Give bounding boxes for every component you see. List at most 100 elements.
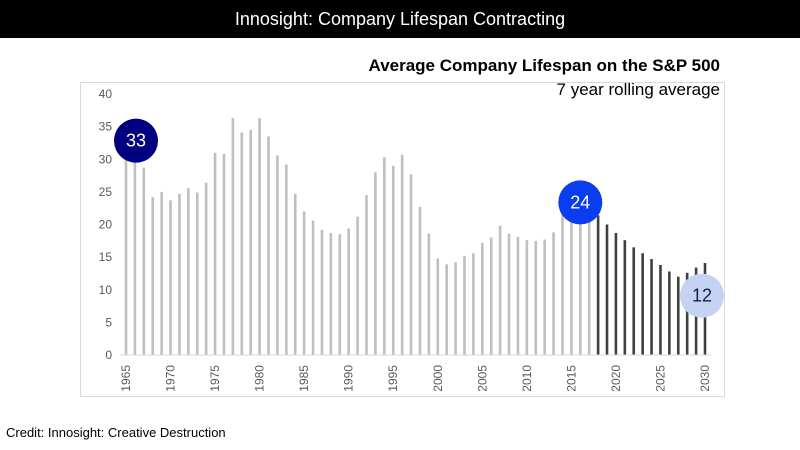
historical-bar xyxy=(142,167,146,355)
historical-bar xyxy=(293,193,297,355)
historical-bar xyxy=(391,165,395,355)
chart-subtitle: 7 year rolling average xyxy=(556,80,720,99)
historical-bar xyxy=(570,197,573,355)
historical-bar xyxy=(213,152,217,355)
historical-bar xyxy=(160,191,163,355)
forecast-bar xyxy=(676,276,680,355)
callout-bubble xyxy=(558,180,603,225)
x-tick-label: 2010 xyxy=(520,365,534,392)
historical-bar xyxy=(329,232,333,355)
historical-bar xyxy=(454,262,457,355)
historical-bar xyxy=(587,206,591,355)
y-tick-label: 5 xyxy=(105,315,112,329)
historical-bar xyxy=(383,157,386,355)
forecast-bar xyxy=(668,271,671,355)
callout-label: 24 xyxy=(570,192,590,212)
y-tick-label: 0 xyxy=(105,348,112,362)
historical-bar xyxy=(169,200,172,355)
y-tick-label: 10 xyxy=(99,283,113,297)
historical-bar xyxy=(489,237,493,355)
historical-bar xyxy=(276,155,279,355)
historical-bar xyxy=(498,225,502,355)
chart-frame xyxy=(80,82,725,397)
x-tick-label: 2000 xyxy=(431,365,445,392)
header-bar: Innosight: Company Lifespan Contracting xyxy=(0,0,800,38)
x-tick-label: 2020 xyxy=(609,365,623,392)
historical-bar xyxy=(507,233,511,355)
historical-bar xyxy=(534,240,538,355)
historical-bar xyxy=(258,118,261,355)
x-tick-label: 2025 xyxy=(653,365,667,392)
y-tick-label: 25 xyxy=(99,185,113,199)
historical-bar xyxy=(302,211,306,355)
x-tick-label: 1980 xyxy=(253,365,267,392)
forecast-bar xyxy=(641,253,644,355)
historical-bar xyxy=(267,136,270,355)
historical-bar xyxy=(320,229,324,355)
historical-bar xyxy=(285,164,288,355)
forecast-bar xyxy=(650,259,653,355)
forecast-bar xyxy=(623,240,627,355)
forecast-bar xyxy=(614,232,618,355)
historical-bar xyxy=(204,182,208,355)
credit-text: Credit: Innosight: Creative Destruction xyxy=(6,425,226,440)
x-tick-label: 1985 xyxy=(297,365,311,392)
x-tick-label: 2015 xyxy=(564,365,578,392)
historical-bar xyxy=(427,233,431,355)
historical-bar xyxy=(472,253,475,355)
historical-bar xyxy=(195,192,199,355)
historical-bar xyxy=(347,228,350,355)
historical-bar xyxy=(561,212,564,355)
historical-bar xyxy=(338,234,342,355)
y-tick-label: 30 xyxy=(99,152,113,166)
historical-bar xyxy=(374,172,377,355)
historical-bar xyxy=(311,220,315,355)
historical-bar xyxy=(481,242,484,355)
x-tick-label: 1995 xyxy=(386,365,400,392)
historical-bar xyxy=(463,255,466,355)
historical-bar xyxy=(525,240,529,355)
y-tick-label: 20 xyxy=(99,218,113,232)
header-title: Innosight: Company Lifespan Contracting xyxy=(234,8,566,29)
historical-bar xyxy=(365,195,368,355)
chart-title: Average Company Lifespan on the S&P 500 xyxy=(368,56,720,75)
callout-bubble xyxy=(680,273,724,318)
historical-bar xyxy=(222,154,226,355)
x-tick-label: 1970 xyxy=(164,365,178,392)
historical-bar xyxy=(552,232,555,355)
historical-bar xyxy=(231,118,235,355)
historical-bar xyxy=(187,187,190,355)
historical-bar xyxy=(124,139,128,355)
historical-bar xyxy=(249,129,253,355)
historical-bar xyxy=(151,197,155,355)
callout-label: 12 xyxy=(692,286,712,306)
forecast-bar xyxy=(605,224,609,355)
x-tick-label: 2005 xyxy=(475,365,489,392)
historical-bar xyxy=(356,216,359,355)
y-tick-label: 35 xyxy=(99,120,113,134)
historical-bar xyxy=(400,154,404,355)
historical-bar xyxy=(240,132,244,355)
historical-bar xyxy=(133,159,137,355)
forecast-bar xyxy=(596,215,600,355)
y-tick-label: 15 xyxy=(99,250,113,264)
x-tick-label: 2030 xyxy=(698,365,712,392)
forecast-bar xyxy=(685,272,689,355)
forecast-bar xyxy=(632,247,636,355)
historical-bar xyxy=(543,239,546,355)
x-tick-label: 1975 xyxy=(208,365,222,392)
callout-bubble xyxy=(114,118,158,163)
x-tick-label: 1965 xyxy=(119,365,133,392)
x-tick-label: 1990 xyxy=(342,365,356,392)
y-tick-label: 40 xyxy=(99,87,113,101)
callout-label: 33 xyxy=(126,131,146,151)
historical-bar xyxy=(578,195,582,355)
historical-bar xyxy=(178,193,181,355)
historical-bar xyxy=(436,258,440,355)
historical-bar xyxy=(418,206,422,355)
historical-bar xyxy=(516,236,520,355)
forecast-bar xyxy=(659,264,662,355)
historical-bar xyxy=(445,264,448,355)
historical-bar xyxy=(409,174,413,355)
